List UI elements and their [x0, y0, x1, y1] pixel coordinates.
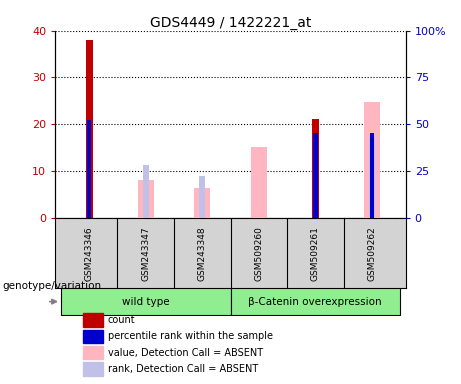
Bar [369, 137, 375, 217]
Bar [312, 119, 319, 217]
Bar [364, 102, 380, 217]
Bar [143, 165, 148, 217]
Text: genotype/variation: genotype/variation [2, 281, 101, 291]
Bar [230, 288, 400, 315]
Text: GSM509262: GSM509262 [367, 226, 376, 281]
Text: rank, Detection Call = ABSENT: rank, Detection Call = ABSENT [108, 364, 258, 374]
Bar [83, 329, 103, 343]
Bar [87, 121, 91, 217]
Bar [83, 313, 103, 326]
Bar [313, 134, 318, 217]
Bar [83, 362, 103, 376]
Text: GSM243347: GSM243347 [141, 226, 150, 281]
Text: GSM243346: GSM243346 [85, 226, 94, 281]
Text: GSM243348: GSM243348 [198, 226, 207, 281]
Bar [61, 288, 230, 315]
Bar [251, 147, 266, 217]
Bar [138, 180, 154, 217]
Bar [83, 346, 103, 359]
Bar [86, 40, 93, 217]
Bar [370, 134, 374, 217]
Title: GDS4449 / 1422221_at: GDS4449 / 1422221_at [150, 16, 311, 30]
Text: percentile rank within the sample: percentile rank within the sample [108, 331, 273, 341]
Text: wild type: wild type [122, 296, 170, 306]
Bar [200, 176, 205, 217]
Text: GSM509260: GSM509260 [254, 226, 263, 281]
Text: value, Detection Call = ABSENT: value, Detection Call = ABSENT [108, 348, 263, 358]
Text: GSM509261: GSM509261 [311, 226, 320, 281]
Text: β-Catenin overexpression: β-Catenin overexpression [248, 296, 382, 306]
Bar [195, 188, 210, 217]
Text: count: count [108, 315, 136, 325]
